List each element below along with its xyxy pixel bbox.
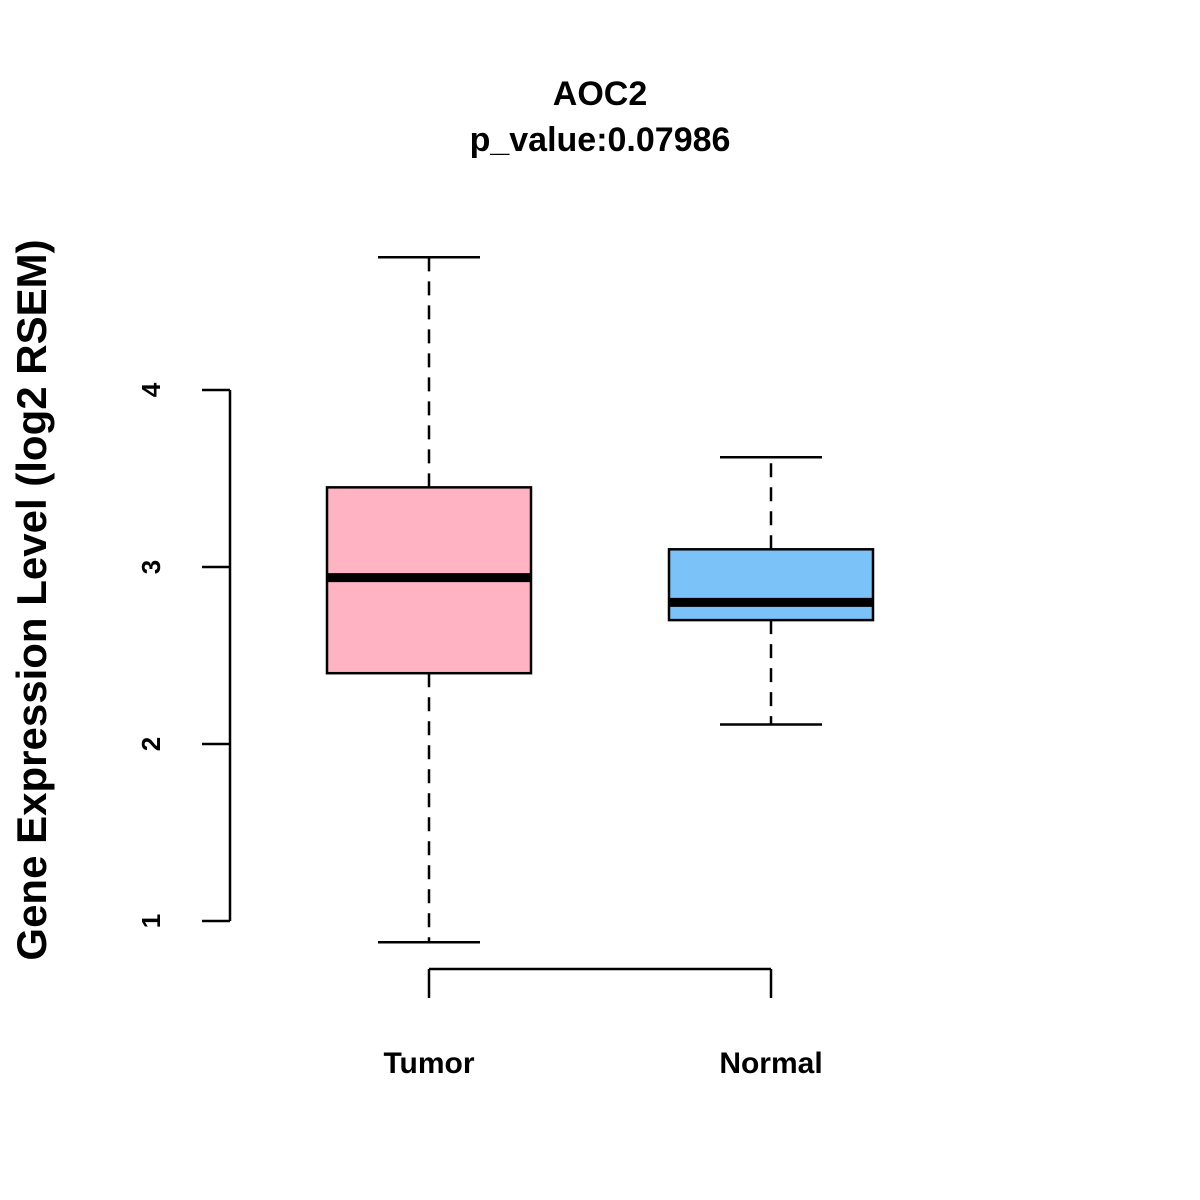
- x-tick-label-tumor: Tumor: [383, 1047, 474, 1080]
- box-normal: [667, 456, 875, 726]
- iqr-box-normal: [667, 548, 875, 622]
- box-tumor: [325, 256, 533, 944]
- y-tick-label-4: 4: [136, 382, 166, 397]
- chart-subtitle: p_value:0.07986: [470, 121, 731, 159]
- x-axis: Tumor Normal: [383, 967, 823, 1080]
- y-axis: 1 2 3 4: [136, 382, 232, 928]
- y-tick-label-2: 2: [136, 737, 166, 751]
- y-tick-label-1: 1: [136, 914, 166, 928]
- y-tick-label-3: 3: [136, 560, 166, 574]
- x-tick-label-normal: Normal: [719, 1047, 822, 1080]
- y-axis-title: Gene Expression Level (log2 RSEM): [8, 239, 55, 960]
- boxes-group: [325, 256, 875, 944]
- chart-title: AOC2: [553, 75, 647, 113]
